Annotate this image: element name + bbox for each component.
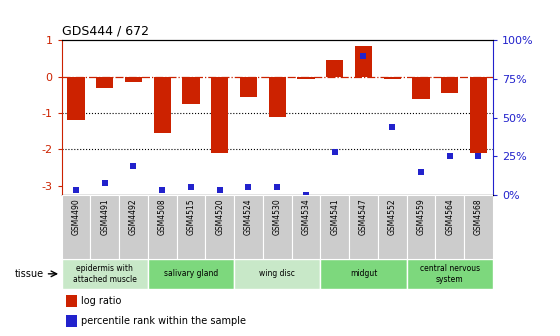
Bar [412,77,430,98]
Text: salivary gland: salivary gland [164,269,218,278]
Bar [234,259,320,289]
Bar [435,195,464,259]
Text: GSM4534: GSM4534 [301,198,310,235]
Bar [206,195,234,259]
Text: GSM4508: GSM4508 [158,198,167,235]
Bar [320,195,349,259]
Text: GSM4568: GSM4568 [474,198,483,235]
Bar [240,77,257,97]
Bar [66,295,77,307]
Bar [62,259,148,289]
Bar [297,77,315,79]
Text: log ratio: log ratio [81,296,122,306]
Bar [384,77,401,79]
Bar [176,195,206,259]
Bar [211,77,228,153]
Text: GSM4491: GSM4491 [100,198,109,235]
Bar [125,77,142,82]
Point [301,192,310,198]
Text: percentile rank within the sample: percentile rank within the sample [81,316,246,326]
Text: GDS444 / 672: GDS444 / 672 [62,25,148,38]
Bar [355,46,372,77]
Point [158,187,167,193]
Bar [148,259,234,289]
Text: epidermis with
attached muscle: epidermis with attached muscle [73,264,137,284]
Point [474,154,483,159]
Text: GSM4515: GSM4515 [186,198,195,235]
Bar [148,195,176,259]
Bar [320,259,407,289]
Point [215,187,224,193]
Bar [119,195,148,259]
Point [100,180,109,185]
Text: GSM4564: GSM4564 [445,198,454,235]
Bar [464,195,493,259]
Text: GSM4530: GSM4530 [273,198,282,235]
Point [359,53,368,58]
Text: GSM4490: GSM4490 [72,198,81,235]
Bar [234,195,263,259]
Point [417,169,426,174]
Bar [326,60,343,77]
Bar [407,195,435,259]
Point [129,163,138,168]
Point [186,184,195,190]
Bar [407,259,493,289]
Bar [90,195,119,259]
Bar [470,77,487,153]
Text: central nervous
system: central nervous system [419,264,480,284]
Text: midgut: midgut [350,269,377,278]
Bar [183,77,199,104]
Text: tissue: tissue [15,269,44,279]
Text: GSM4559: GSM4559 [417,198,426,235]
Bar [349,195,378,259]
Bar [292,195,320,259]
Point [330,149,339,154]
Text: GSM4552: GSM4552 [388,198,396,235]
Text: wing disc: wing disc [259,269,295,278]
Text: GSM4520: GSM4520 [215,198,224,235]
Point [72,187,81,193]
Bar [67,77,85,120]
Text: GSM4524: GSM4524 [244,198,253,235]
Bar [269,77,286,117]
Point [445,154,454,159]
Point [273,184,282,190]
Bar [96,77,113,88]
Bar [66,315,77,327]
Point [244,184,253,190]
Text: GSM4541: GSM4541 [330,198,339,235]
Bar [153,77,171,133]
Bar [378,195,407,259]
Bar [263,195,292,259]
Bar [441,77,458,93]
Text: GSM4492: GSM4492 [129,198,138,235]
Text: GSM4547: GSM4547 [359,198,368,235]
Point [388,124,396,130]
Bar [62,195,90,259]
